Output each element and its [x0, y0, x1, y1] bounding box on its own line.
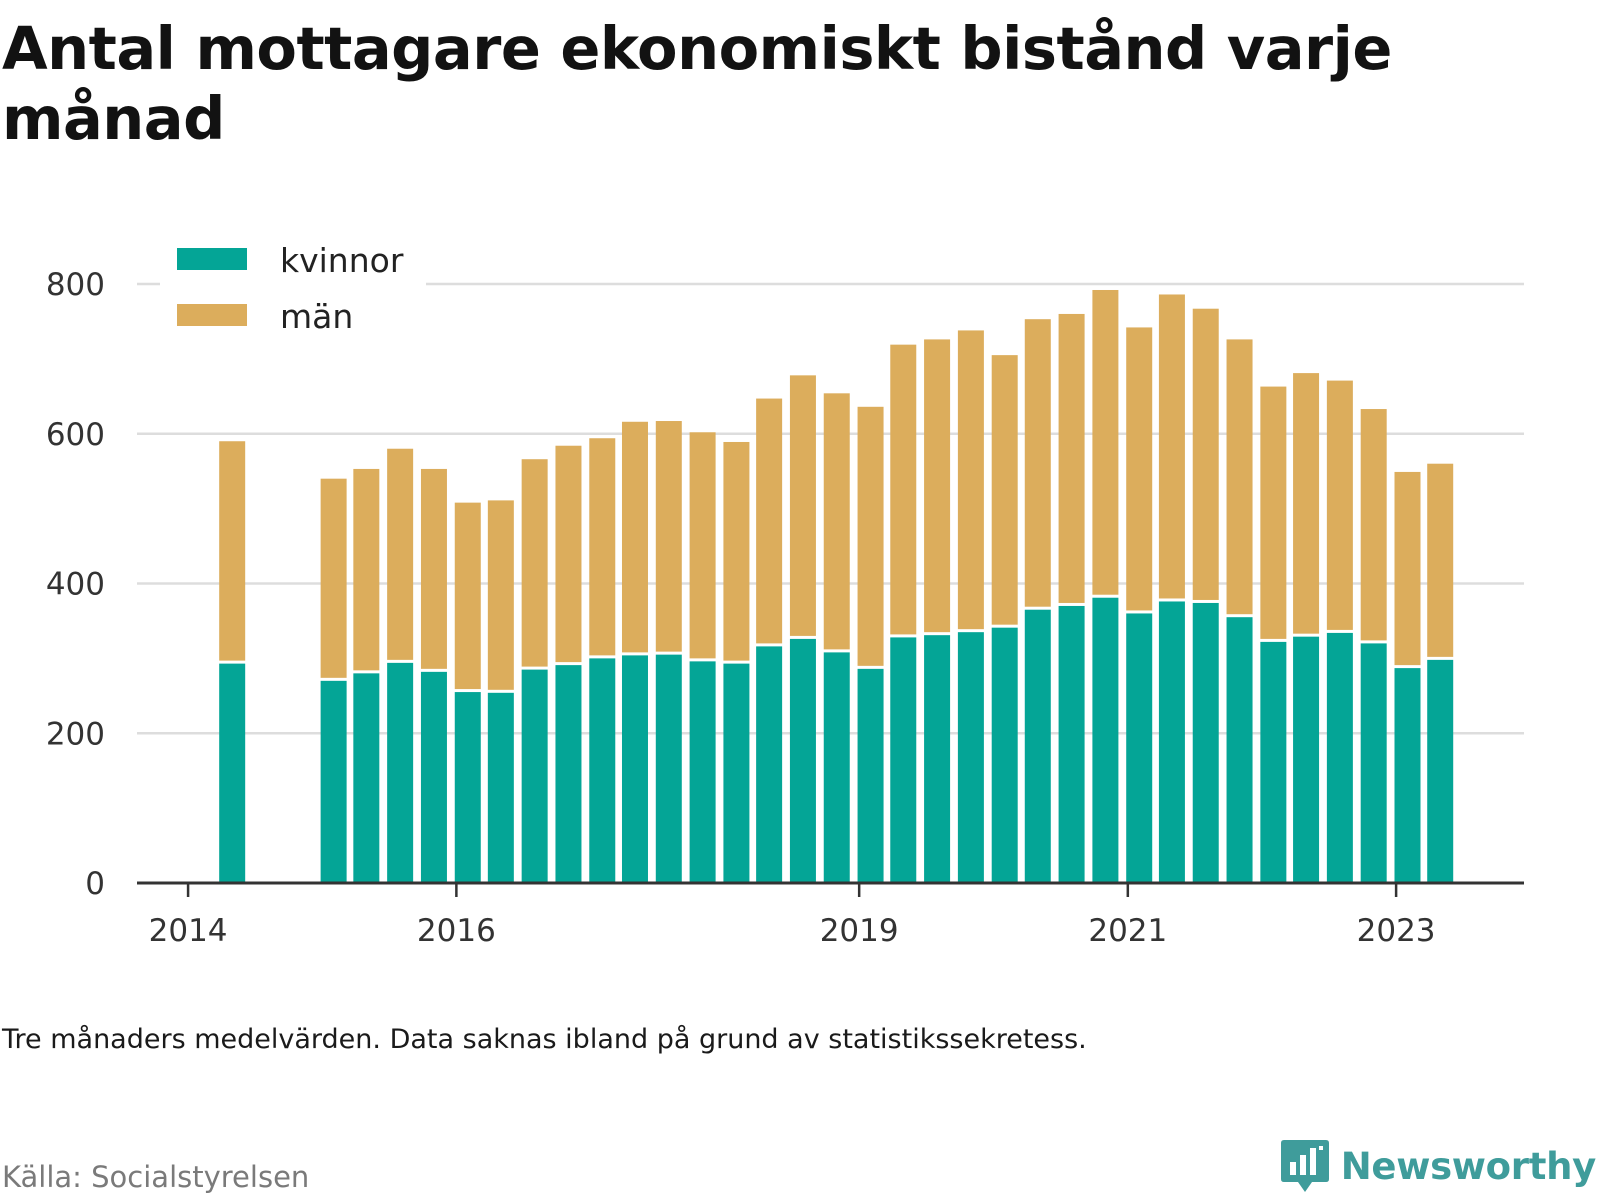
bar-kvinnor: [1126, 613, 1153, 883]
bar-kvinnor: [621, 655, 648, 883]
bar-kvinnor: [789, 638, 816, 883]
bar-kvinnor: [957, 632, 984, 883]
bar-man: [1326, 380, 1353, 630]
bar-man: [1192, 308, 1219, 600]
bar-man: [387, 448, 414, 660]
bar-man: [689, 432, 716, 659]
brand-name: Newsworthy: [1340, 1144, 1597, 1188]
bar-kvinnor: [1192, 602, 1219, 883]
bar-man: [353, 468, 380, 671]
bar-man: [1226, 339, 1253, 615]
bar-man: [1158, 294, 1185, 599]
bar-kvinnor: [1092, 597, 1119, 883]
brand-logo: Newsworthy: [1279, 1138, 1596, 1194]
bar-kvinnor: [1293, 636, 1320, 883]
y-tick-label: 0: [85, 866, 105, 902]
bar-man: [1293, 373, 1320, 634]
bar-man: [1126, 327, 1153, 611]
bar-man: [487, 500, 514, 690]
chart-note: Tre månaders medelvärden. Data saknas ib…: [2, 1024, 1087, 1055]
y-tick-label: 200: [46, 716, 105, 752]
x-tick-label: 2023: [1357, 913, 1436, 949]
bar-man: [1360, 409, 1387, 641]
bar-man: [655, 421, 682, 652]
bar-kvinnor: [756, 646, 783, 883]
bar-kvinnor: [1058, 605, 1085, 883]
y-tick-label: 600: [46, 417, 105, 453]
bar-man: [219, 441, 246, 661]
bar-kvinnor: [320, 680, 347, 883]
bar-kvinnor: [589, 658, 616, 883]
bar-man: [924, 339, 951, 633]
bar-man: [890, 344, 917, 635]
bar-man: [789, 375, 816, 636]
x-tick-label: 2014: [149, 913, 228, 949]
x-tick-label: 2021: [1088, 913, 1167, 949]
bar-kvinnor: [991, 627, 1018, 883]
source-credit: Källa: Socialstyrelsen: [2, 1160, 310, 1194]
bar-kvinnor: [1226, 617, 1253, 883]
bar-kvinnor: [487, 692, 514, 883]
y-tick-label: 800: [46, 267, 105, 303]
bar-man: [957, 330, 984, 630]
bar-man: [857, 406, 884, 666]
bar-man: [1058, 313, 1085, 603]
bar-man: [723, 441, 750, 661]
bar-kvinnor: [521, 669, 548, 883]
bar-man: [991, 355, 1018, 625]
bar-man: [756, 398, 783, 644]
bar-kvinnor: [387, 662, 414, 883]
bar-kvinnor: [1360, 643, 1387, 883]
bar-man: [454, 502, 481, 690]
bar-man: [1092, 289, 1119, 595]
bar-kvinnor: [1024, 609, 1051, 883]
bar-man: [1024, 319, 1051, 607]
legend: kvinnor män: [160, 225, 426, 341]
bars: [219, 289, 1454, 883]
legend-label: kvinnor: [280, 241, 404, 280]
bar-kvinnor: [823, 652, 850, 883]
bar-kvinnor: [890, 637, 917, 883]
bar-kvinnor: [655, 654, 682, 883]
bar-kvinnor: [555, 665, 582, 883]
bar-man: [521, 459, 548, 667]
bar-man: [555, 445, 582, 663]
bar-kvinnor: [924, 635, 951, 883]
bar-man: [420, 468, 447, 669]
legend-label: män: [280, 297, 353, 336]
bar-kvinnor: [1260, 641, 1287, 883]
chart-title: Antal mottagare ekonomiskt bistånd varje…: [2, 14, 1392, 153]
bar-kvinnor: [353, 673, 380, 883]
bar-man: [320, 478, 347, 678]
bar-man: [1427, 463, 1454, 657]
bar-kvinnor: [454, 692, 481, 883]
stacked-bar-chart: 0 200 400 600 800 2014 2016 2019 2021 2023 kvinno…: [46, 225, 1524, 949]
bar-kvinnor: [1427, 659, 1454, 883]
y-tick-label: 400: [46, 567, 105, 603]
bar-kvinnor: [857, 668, 884, 883]
legend-swatch: [177, 304, 247, 326]
bar-kvinnor: [1326, 632, 1353, 883]
bar-man: [621, 421, 648, 653]
bar-kvinnor: [723, 663, 750, 883]
bar-kvinnor: [1158, 601, 1185, 883]
bar-kvinnor: [1394, 668, 1421, 883]
bar-man: [823, 393, 850, 650]
bar-kvinnor: [420, 671, 447, 883]
newsworthy-chart-bubble-icon: [1280, 1140, 1329, 1192]
bar-man: [1260, 386, 1287, 639]
bar-kvinnor: [689, 661, 716, 883]
axes: 0 200 400 600 800 2014 2016 2019 2021 2023: [46, 267, 1524, 949]
x-tick-label: 2019: [820, 913, 899, 949]
x-tick-label: 2016: [417, 913, 496, 949]
bar-man: [1394, 471, 1421, 666]
legend-swatch: [177, 248, 247, 270]
bar-kvinnor: [219, 663, 246, 883]
bar-man: [589, 438, 616, 656]
